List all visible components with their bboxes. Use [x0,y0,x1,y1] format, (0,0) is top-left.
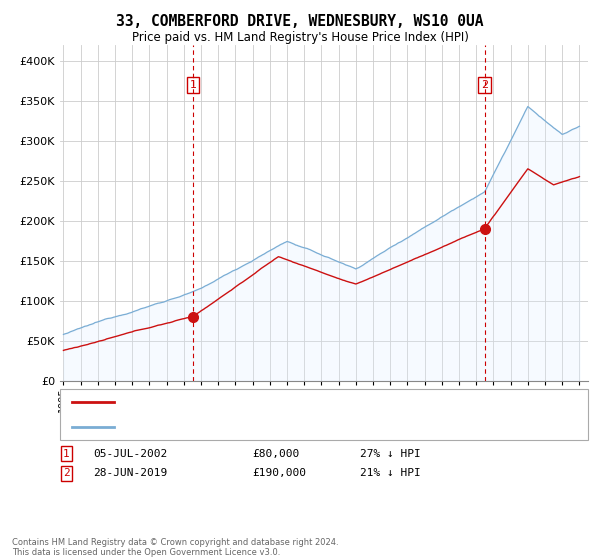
Text: 33, COMBERFORD DRIVE, WEDNESBURY, WS10 0UA (detached house): 33, COMBERFORD DRIVE, WEDNESBURY, WS10 0… [120,396,489,407]
Text: 27% ↓ HPI: 27% ↓ HPI [360,449,421,459]
Text: Price paid vs. HM Land Registry's House Price Index (HPI): Price paid vs. HM Land Registry's House … [131,31,469,44]
Text: Contains HM Land Registry data © Crown copyright and database right 2024.
This d: Contains HM Land Registry data © Crown c… [12,538,338,557]
Text: £190,000: £190,000 [252,468,306,478]
Text: £80,000: £80,000 [252,449,299,459]
Text: HPI: Average price, detached house, Sandwell: HPI: Average price, detached house, Sand… [120,422,395,432]
Text: 1: 1 [63,449,70,459]
Text: 2: 2 [481,80,488,90]
Text: 2: 2 [63,468,70,478]
Text: 21% ↓ HPI: 21% ↓ HPI [360,468,421,478]
Text: 33, COMBERFORD DRIVE, WEDNESBURY, WS10 0UA: 33, COMBERFORD DRIVE, WEDNESBURY, WS10 0… [116,14,484,29]
Text: 1: 1 [190,80,197,90]
Text: 28-JUN-2019: 28-JUN-2019 [93,468,167,478]
Text: 05-JUL-2002: 05-JUL-2002 [93,449,167,459]
